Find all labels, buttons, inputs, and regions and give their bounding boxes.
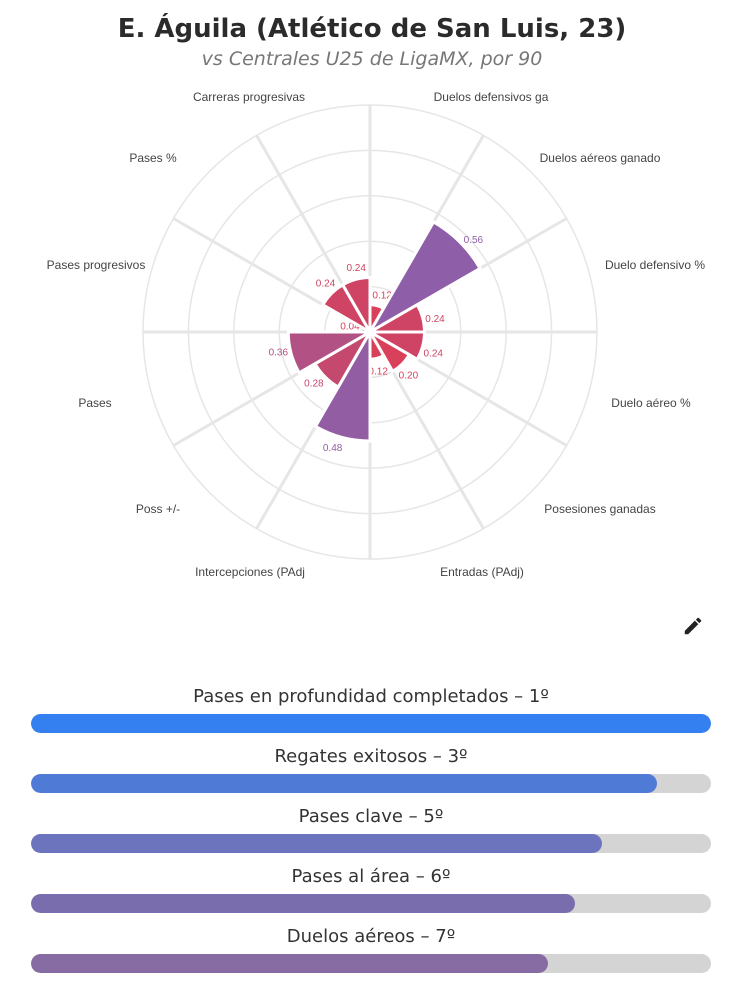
value-label: 0.12 — [372, 291, 392, 302]
category-label: Duelos aéreos ganado — [540, 151, 661, 165]
rankings-list: Pases en profundidad completados – 1º Reg… — [31, 684, 711, 984]
value-label: 0.20 — [399, 371, 419, 382]
polar-bar — [286, 330, 376, 375]
ranking-track — [31, 834, 711, 853]
polar-bar — [365, 219, 483, 337]
value-label: 0.24 — [346, 263, 366, 274]
ranking-row: Pases clave – 5º — [31, 804, 711, 864]
ranking-track — [31, 774, 711, 793]
ranking-fill — [31, 834, 603, 853]
ranking-fill — [31, 774, 657, 793]
category-label: Pases progresivos — [47, 258, 146, 272]
value-label: 0.24 — [423, 349, 443, 360]
value-label: 0.48 — [323, 443, 343, 454]
ranking-row: Pases en profundidad completados – 1º — [31, 684, 711, 744]
ranking-label: Duelos aéreos – 7º — [286, 926, 456, 947]
category-label: Duelo defensivo % — [605, 258, 705, 272]
chart-title: E. Águila (Atlético de San Luis, 23) — [117, 14, 627, 44]
category-label: Intercepciones (PAdj — [195, 565, 305, 579]
polar-bar — [340, 276, 372, 338]
ranking-track — [31, 954, 711, 973]
value-label: 0.56 — [464, 235, 484, 246]
chart-subtitle: vs Centrales U25 de LigaMX, por 90 — [201, 48, 543, 70]
polar-chart: 0.12 0.56 0.24 0.24 0.20 0.12 0.48 0.28 0.36 0.04… — [47, 90, 706, 579]
value-label: 0.24 — [425, 314, 445, 325]
ranking-row: Pases al área – 6º — [31, 864, 711, 924]
pencil-icon[interactable] — [682, 615, 704, 637]
ranking-label: Pases clave – 5º — [298, 806, 444, 827]
polar-bar — [313, 326, 372, 443]
category-label: Pases % — [129, 151, 177, 165]
category-label: Duelos defensivos ga — [434, 90, 549, 104]
category-label: Poss +/- — [136, 502, 180, 516]
category-label: Posesiones ganadas — [544, 502, 655, 516]
category-label: Duelo aéreo % — [611, 396, 691, 410]
ranking-row: Duelos aéreos – 7º — [31, 924, 711, 984]
value-label: 0.36 — [269, 347, 289, 358]
polar-bar — [365, 327, 412, 374]
ranking-track — [31, 894, 711, 913]
ranking-label: Pases en profundidad completados – 1º — [193, 686, 549, 707]
ranking-label: Pases al área – 6º — [291, 866, 451, 887]
category-label: Entradas (PAdj) — [440, 565, 524, 579]
value-label: 0.04 — [340, 321, 360, 332]
ranking-label: Regates exitosos – 3º — [274, 746, 468, 767]
ranking-row: Regates exitosos – 3º — [31, 744, 711, 804]
value-label: 0.12 — [368, 366, 388, 377]
ranking-fill — [31, 894, 575, 913]
value-label: 0.28 — [304, 379, 324, 390]
ranking-fill — [31, 714, 711, 733]
value-label: 0.24 — [316, 279, 336, 290]
center-dot — [364, 326, 376, 338]
ranking-fill — [31, 954, 548, 973]
category-label: Carreras progresivas — [193, 90, 305, 104]
category-label: Pases — [78, 396, 111, 410]
ranking-track — [31, 714, 711, 733]
